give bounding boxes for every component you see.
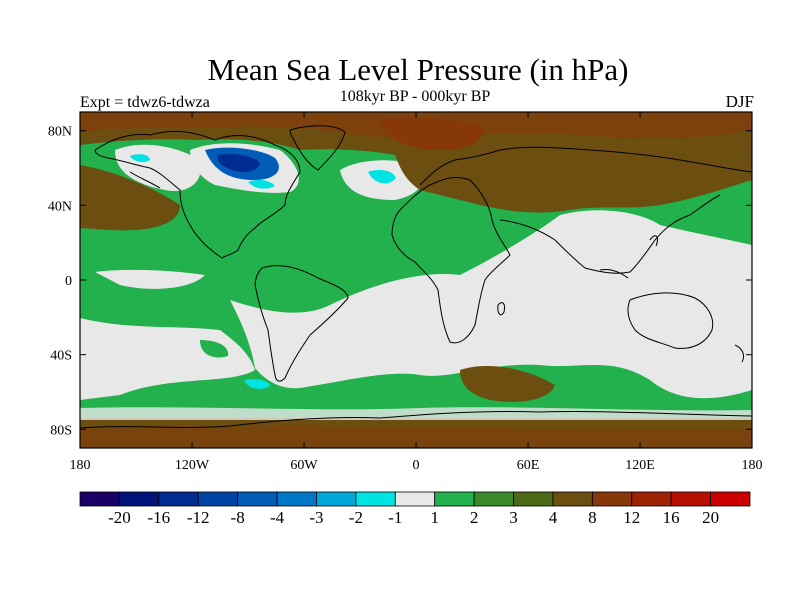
colorbar-label: 1 bbox=[430, 508, 439, 527]
colorbar-swatch bbox=[158, 491, 199, 507]
colorbar-label: 20 bbox=[702, 508, 719, 527]
coast-asia-south bbox=[499, 194, 721, 274]
coast-new-zealand bbox=[734, 344, 745, 363]
colorbar-label: 4 bbox=[549, 508, 558, 527]
coast-greenland bbox=[289, 125, 346, 171]
experiment-label: Expt = tdwz6-tdwza bbox=[80, 94, 210, 111]
field-pos-s-indian bbox=[460, 365, 555, 402]
colorbar-label: -2 bbox=[349, 508, 363, 527]
coast-africa bbox=[391, 177, 511, 344]
colorbar: -20 -16 -12 -8 -4 -3 -2 -1 1 2 3 4 8 12 16 20 bbox=[79, 491, 751, 527]
colorbar-label: -1 bbox=[388, 508, 402, 527]
colorbar-label: -12 bbox=[187, 508, 210, 527]
colorbar-swatch bbox=[552, 491, 593, 507]
lat-label: 40S bbox=[50, 349, 72, 364]
lon-label: 60W bbox=[290, 458, 318, 473]
lat-label: 40N bbox=[48, 199, 72, 214]
coastlines bbox=[80, 125, 752, 429]
lat-label: 80N bbox=[48, 125, 72, 140]
coast-south-america bbox=[254, 265, 349, 382]
colorbar-swatch bbox=[591, 491, 633, 507]
colorbar-label: -4 bbox=[270, 508, 285, 527]
coast-australia bbox=[627, 292, 714, 349]
coast-japan bbox=[649, 235, 658, 247]
lon-label: 180 bbox=[742, 458, 763, 473]
colorbar-swatch bbox=[513, 491, 554, 507]
field-near-zero-s-pacific bbox=[80, 318, 255, 400]
field-green-patch bbox=[200, 340, 229, 358]
plot-subtitle: 108kyr BP - 000kyr BP bbox=[339, 88, 491, 105]
field-near-zero-e-pacific bbox=[95, 269, 205, 289]
field-near-zero-southern-band bbox=[80, 407, 752, 420]
lat-label: 80S bbox=[50, 423, 72, 438]
lat-label: 0 bbox=[65, 274, 72, 289]
coast-north-america bbox=[94, 130, 301, 259]
field-neg-s-pacific bbox=[244, 379, 270, 389]
colorbar-label: -3 bbox=[309, 508, 323, 527]
coast-madagascar bbox=[497, 302, 505, 316]
colorbar-swatch bbox=[631, 491, 672, 507]
colorbar-label: 16 bbox=[663, 508, 680, 527]
latitude-axis: 80N 40N 0 40S 80S bbox=[48, 125, 752, 438]
colorbar-swatch bbox=[316, 491, 357, 507]
lon-label: 120W bbox=[175, 458, 210, 473]
colorbar-swatch bbox=[710, 491, 751, 507]
field-pos-arctic-core bbox=[380, 117, 483, 150]
colorbar-label: 8 bbox=[588, 508, 597, 527]
colorbar-swatch bbox=[670, 491, 711, 507]
colorbar-swatch bbox=[119, 491, 160, 507]
colorbar-swatch bbox=[355, 491, 396, 507]
coast-indonesia bbox=[599, 269, 629, 279]
colorbar-swatch bbox=[79, 491, 120, 507]
colorbar-label: 3 bbox=[509, 508, 518, 527]
colorbar-label: 2 bbox=[470, 508, 479, 527]
field-neg-alaska bbox=[130, 154, 150, 163]
colorbar-label: -8 bbox=[231, 508, 245, 527]
field-neg-labrador bbox=[248, 179, 275, 189]
plot-title: Mean Sea Level Pressure (in hPa) bbox=[207, 52, 629, 87]
coast-antarctica bbox=[80, 410, 752, 429]
field-pos-north bbox=[80, 112, 752, 213]
lon-label: 180 bbox=[70, 458, 91, 473]
colorbar-swatch bbox=[197, 491, 239, 507]
colorbar-label: -20 bbox=[108, 508, 131, 527]
coast-eurasia-north bbox=[419, 146, 752, 186]
coast-alaska bbox=[129, 171, 161, 189]
field-pos-n-pacific bbox=[80, 165, 180, 231]
colorbar-label: -16 bbox=[147, 508, 170, 527]
field-pos-antarctic-core bbox=[80, 425, 752, 448]
longitude-axis: 180 120W 60W 0 60E 120E 180 bbox=[70, 112, 763, 473]
lon-label: 60E bbox=[517, 458, 540, 473]
colorbar-swatch bbox=[237, 491, 278, 507]
colorbar-label: 12 bbox=[623, 508, 640, 527]
colorbar-swatch bbox=[434, 491, 475, 507]
colorbar-swatch bbox=[394, 491, 436, 507]
field-neg-hudson-core bbox=[217, 153, 260, 172]
colorbar-swatch bbox=[473, 491, 514, 507]
lon-label: 0 bbox=[413, 458, 420, 473]
colorbar-swatch bbox=[276, 491, 317, 507]
pressure-field bbox=[80, 112, 752, 448]
lon-label: 120E bbox=[625, 458, 655, 473]
season-label: DJF bbox=[725, 92, 754, 111]
field-near-zero-indian-atlantic bbox=[230, 210, 752, 399]
field-neg-n-atlantic bbox=[368, 170, 396, 184]
